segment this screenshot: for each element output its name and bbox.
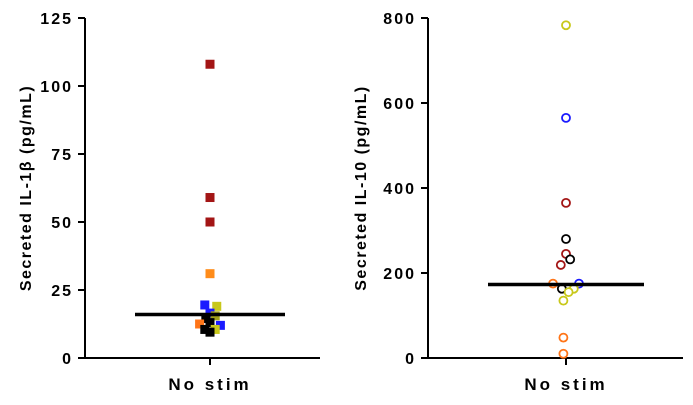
y-tick-label: 100	[40, 79, 73, 96]
y-tick-label: 800	[383, 11, 416, 28]
y-axis-title: Secreted IL-10 (pg/mL)	[353, 85, 370, 290]
data-point	[205, 318, 215, 328]
il10-panel: 0 200 400 600 800 No stim Secreted IL-10 (pg/m…	[353, 11, 683, 394]
y-tick-label: 0	[62, 351, 73, 368]
y-tick-label: 400	[383, 181, 416, 198]
data-point	[558, 332, 569, 343]
data-point	[210, 324, 220, 334]
il1b-panel: 0 25 50 75 100 125 No stim Secreted IL-1β (pg/m…	[18, 11, 320, 394]
data-point	[205, 327, 215, 337]
data-point	[200, 300, 210, 310]
data-point	[215, 320, 225, 330]
y-tick-label: 50	[51, 215, 73, 232]
data-point	[561, 197, 571, 208]
y-axis-title: Secreted IL-1β (pg/mL)	[18, 85, 35, 291]
data-point	[558, 295, 569, 306]
x-category-label: No stim	[168, 375, 251, 394]
data-point	[555, 260, 566, 270]
data-point	[561, 112, 571, 123]
data-point	[205, 217, 215, 227]
y-tick-label: 600	[383, 96, 416, 113]
y-tick-label: 125	[40, 11, 73, 28]
data-point	[565, 254, 576, 265]
data-point	[205, 269, 215, 279]
y-tick-label: 200	[383, 266, 416, 283]
y-tick-label: 0	[405, 351, 416, 368]
y-tick-label: 25	[51, 283, 73, 300]
data-point	[205, 59, 215, 69]
data-point	[563, 287, 574, 298]
x-category-label: No stim	[524, 375, 607, 394]
data-point	[561, 234, 571, 244]
data-point	[212, 301, 222, 311]
data-point	[205, 193, 215, 203]
data-point	[195, 319, 205, 329]
data-point	[558, 348, 569, 359]
y-tick-label: 75	[51, 147, 73, 164]
data-point	[200, 324, 210, 334]
data-point	[561, 20, 571, 31]
